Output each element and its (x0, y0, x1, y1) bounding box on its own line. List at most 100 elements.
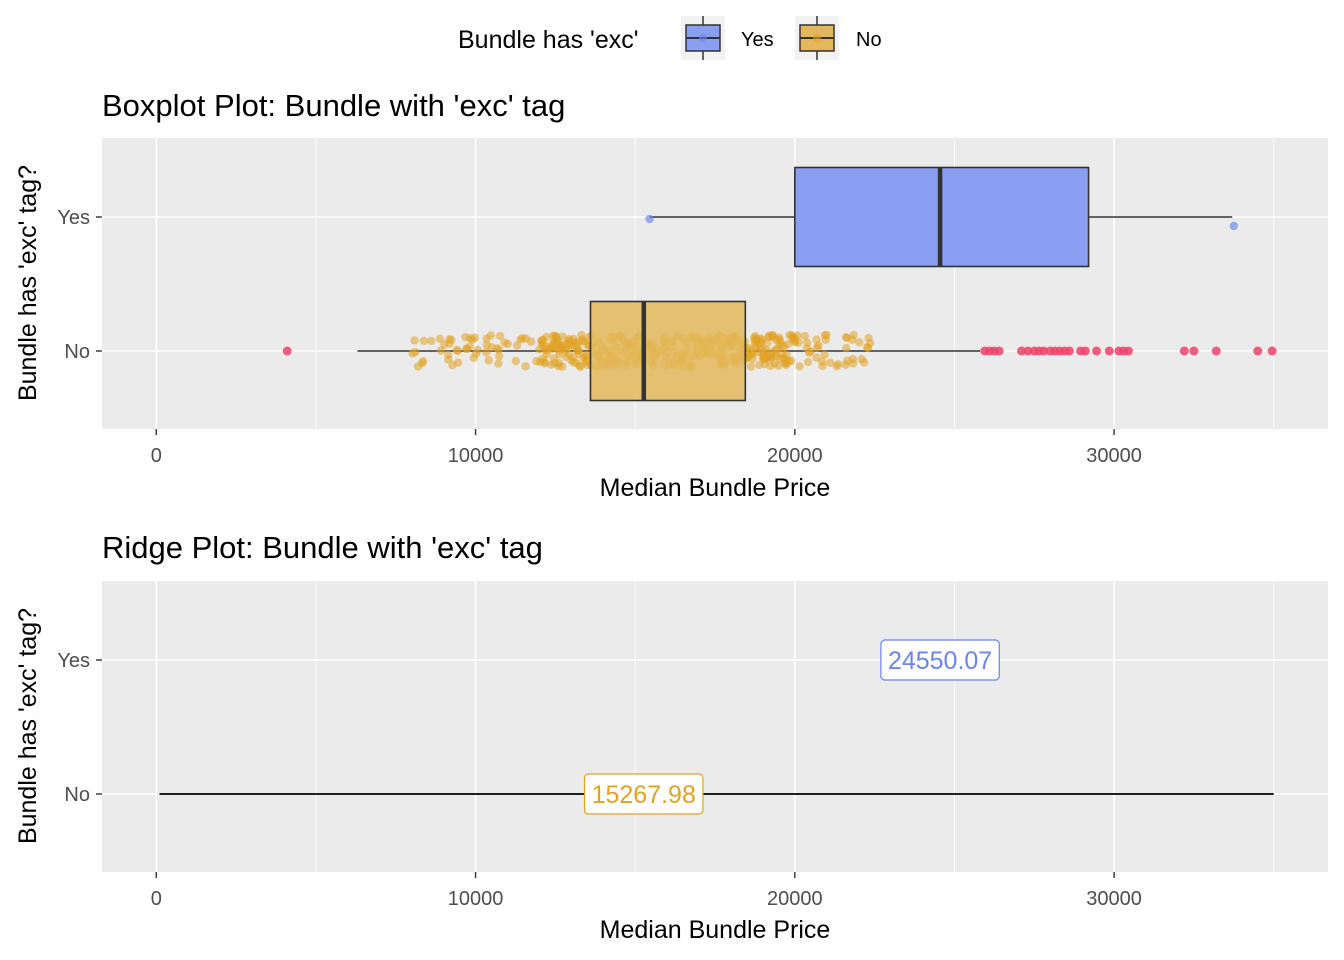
jitter-point-no (512, 341, 522, 350)
boxplot-x-axis: 0 10000 20000 30000 (151, 429, 1142, 467)
jitter-point-no (511, 356, 521, 366)
jitter-point-no (812, 353, 821, 362)
jitter-point-no (746, 362, 756, 371)
jitter-point-no (557, 341, 566, 351)
jitter-point-no (756, 344, 765, 354)
jitter-point-no (463, 344, 472, 353)
outlier-point-no (1064, 346, 1074, 356)
jitter-point-no (561, 352, 571, 362)
box-x-tick-label: 0 (151, 445, 162, 467)
jitter-point-no (482, 340, 491, 350)
outlier-point-no (994, 346, 1004, 356)
jitter-point-no (444, 355, 453, 364)
boxplot-marks (282, 166, 1277, 402)
jitter-point-no (495, 331, 505, 341)
outlier-point-no (1267, 346, 1277, 356)
boxplot-x-axis-title: Median Bundle Price (600, 474, 831, 502)
ridge-marks: 24550.07 15267.98 (159, 639, 1274, 815)
jitter-point-no (447, 335, 456, 345)
jitter-point-no (763, 338, 772, 347)
jitter-point-no (752, 336, 762, 345)
jitter-point-no (521, 334, 531, 343)
jitter-point-no (749, 349, 758, 358)
boxplot-title: Boxplot Plot: Bundle with 'exc' tag (102, 88, 565, 123)
jitter-point-no (820, 350, 829, 359)
ridge-y-axis-title: Bundle has 'exc' tag? (14, 608, 42, 844)
jitter-point-no (787, 356, 796, 365)
jitter-point-no (436, 346, 446, 355)
jitter-point-no (848, 359, 858, 368)
jitter-point-no (540, 357, 549, 366)
outlier-point-no (1039, 346, 1049, 356)
jitter-point-no (803, 357, 813, 367)
jitter-point-no (549, 354, 559, 363)
jitter-point-no (552, 332, 561, 342)
jitter-point-no (532, 356, 541, 366)
legend-label-yes: Yes (741, 29, 774, 51)
jitter-point-no (486, 331, 495, 340)
jitter-point-no (818, 361, 827, 371)
jitter-point-no (583, 360, 592, 370)
box-x-tick-label: 10000 (448, 445, 504, 467)
outlier-point-no (1179, 346, 1189, 356)
ridge-x-axis-title: Median Bundle Price (600, 916, 831, 944)
jitter-point-no (768, 330, 777, 340)
jitter-point-no (494, 345, 503, 354)
box-x-tick-label: 20000 (767, 445, 823, 467)
jitter-point-no (410, 336, 419, 345)
jitter-point-no (468, 335, 477, 344)
jitter-point-no (774, 361, 783, 370)
ridge-title: Ridge Plot: Bundle with 'exc' tag (102, 530, 543, 565)
box-y-tick-label: Yes (57, 207, 90, 229)
box-no (589, 300, 747, 402)
jitter-point-no (473, 345, 482, 355)
jitter-point-no (849, 330, 858, 340)
legend-key-no (795, 16, 839, 60)
jitter-point-no (826, 358, 835, 367)
ridge-plot-area (102, 581, 1328, 872)
outlier-point-no (1023, 346, 1033, 356)
boxplot-panel: Boxplot Plot: Bundle with 'exc' tag Yes N… (14, 88, 1328, 502)
legend-key-no-point (813, 34, 821, 42)
outlier-point-no (1211, 346, 1221, 356)
legend-title: Bundle has 'exc' (458, 26, 639, 54)
legend-key-yes-point (699, 34, 707, 42)
outlier-point-no (1189, 346, 1199, 356)
jitter-point-no (771, 345, 780, 354)
jitter-point-no (855, 338, 864, 347)
jitter-point-no (495, 352, 504, 361)
jitter-point-no (494, 359, 503, 368)
jitter-point-no (857, 354, 866, 364)
jitter-point-no (793, 331, 802, 340)
outlier-point-no (1017, 346, 1026, 356)
jitter-point-no (427, 336, 436, 346)
outlier-point-no (1092, 346, 1102, 356)
legend-label-no: No (856, 29, 882, 51)
outlier-point-no (1104, 346, 1114, 356)
jitter-point-no (579, 353, 588, 363)
median-label-box-no (583, 773, 704, 815)
jitter-point-no (452, 345, 462, 355)
ridge-x-tick-label: 0 (151, 888, 162, 910)
jitter-point-no (759, 353, 769, 363)
ridge-x-tick-label: 10000 (448, 888, 504, 910)
jitter-point-no (779, 342, 789, 352)
median-label-yes: 24550.07 (888, 647, 992, 675)
jitter-point-no (800, 331, 810, 341)
jitter-point-no (782, 350, 791, 359)
jitter-point-no (500, 338, 509, 347)
jitter-point-no (469, 353, 479, 363)
ridge-x-axis: 0 10000 20000 30000 (151, 872, 1142, 910)
median-label-box-yes (880, 639, 1000, 681)
jitter-point-no (419, 336, 429, 346)
legend: Bundle has 'exc' Yes No (458, 16, 882, 60)
point-yes (1229, 221, 1239, 231)
jitter-point-no (576, 362, 585, 371)
point-yes (645, 214, 654, 224)
jitter-point-no (435, 334, 445, 343)
box-y-tick-label: No (64, 341, 90, 363)
jitter-point-no (822, 330, 831, 340)
outlier-point-no (1253, 346, 1263, 356)
jitter-point-no (865, 338, 875, 348)
